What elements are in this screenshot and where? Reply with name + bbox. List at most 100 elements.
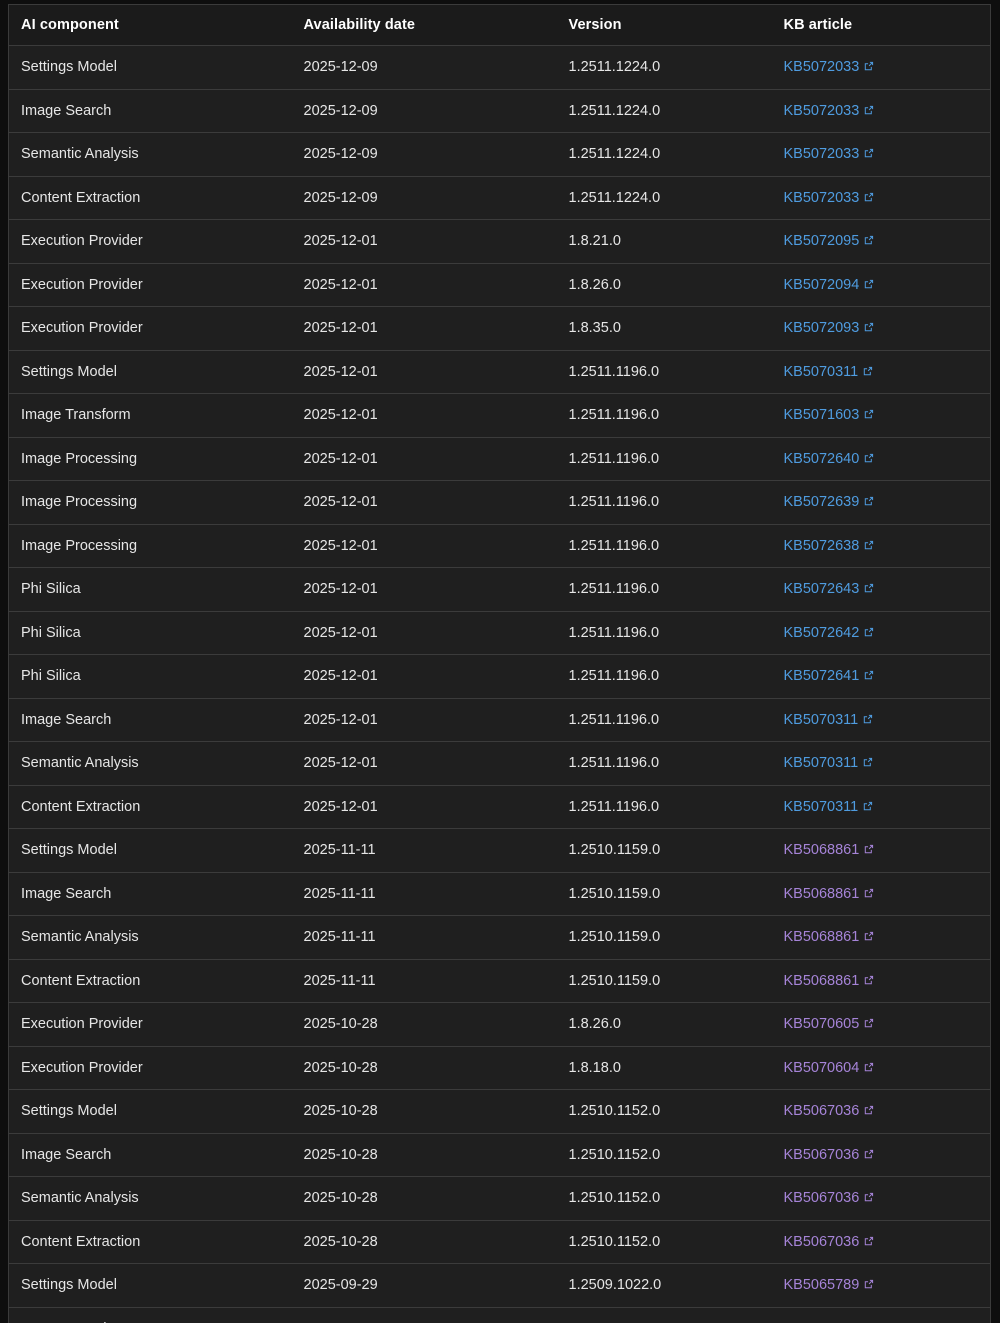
kb-article-label: KB5070605 (783, 1016, 860, 1033)
table-header-row: AI component Availability date Version K… (8, 4, 991, 46)
table-row: Execution Provider 2025-12-01 1.8.35.0 KB50… (8, 306, 991, 350)
kb-article-label: KB5072033 (783, 102, 860, 119)
cell-kb-article: KB5065789 (771, 1263, 991, 1307)
cell-availability-date: 2025-12-01 (291, 523, 557, 568)
cell-ai-component: Image Search (8, 871, 292, 916)
cell-version: 1.2510.1152.0 (556, 1219, 772, 1264)
kb-article-link[interactable]: KB5072033 (784, 190, 875, 206)
external-link-icon (864, 540, 874, 550)
external-link-icon (864, 279, 874, 289)
cell-ai-component: Settings Model (8, 828, 292, 872)
cell-ai-component: Semantic Analysis (8, 915, 292, 959)
kb-article-label: KB5068861 (783, 885, 860, 902)
kb-article-link[interactable]: KB5072095 (784, 233, 875, 249)
kb-article-label: KB5072033 (783, 189, 860, 206)
external-link-icon (864, 975, 874, 985)
cell-availability-date: 2025-12-01 (291, 480, 557, 524)
cell-version: 1.2511.1196.0 (556, 784, 772, 829)
kb-article-link[interactable]: KB5072640 (784, 451, 875, 467)
kb-article-label: KB5072643 (783, 581, 860, 598)
kb-article-label: KB5067036 (783, 1103, 860, 1120)
cell-ai-component: Phi Silica (8, 567, 292, 611)
kb-article-link[interactable]: KB5068861 (784, 973, 875, 989)
kb-article-label: KB5072642 (783, 624, 860, 641)
kb-article-link[interactable]: KB5068861 (784, 929, 875, 945)
cell-version: 1.8.26.0 (556, 262, 772, 307)
kb-article-link[interactable]: KB5068861 (784, 886, 875, 902)
cell-availability-date: 2025-12-01 (291, 262, 557, 307)
table-row: Content Extraction 2025-10-28 1.2510.1152.… (8, 1219, 991, 1264)
table-body: Settings Model 2025-12-09 1.2511.1224.0 KB5… (8, 45, 991, 1323)
table-row: Image Processing 2025-12-01 1.2511.1196.0 K… (8, 523, 991, 568)
cell-kb-article: KB5072033 (771, 88, 991, 133)
cell-version: 1.2511.1196.0 (556, 436, 772, 481)
external-link-icon (864, 322, 874, 332)
cell-version: 1.2510.1152.0 (556, 1132, 772, 1177)
cell-version: 1.2509.1022.0 (556, 1263, 772, 1307)
kb-article-label: KB5065789 (783, 1277, 860, 1294)
kb-article-link[interactable]: KB5065789 (784, 1277, 875, 1293)
cell-kb-article: KB5068861 (771, 828, 991, 872)
kb-article-link[interactable]: KB5067036 (784, 1147, 875, 1163)
kb-article-label: KB5072095 (783, 233, 860, 250)
table-row: Settings Model 2025-09-29 1.2509.1022.0 KB5… (8, 1263, 991, 1307)
kb-article-link[interactable]: KB5072094 (784, 277, 875, 293)
cell-kb-article: KB5067036 (771, 1219, 991, 1264)
external-link-icon (864, 192, 874, 202)
external-link-icon (864, 670, 874, 680)
kb-article-label: KB5072033 (783, 146, 860, 163)
cell-availability-date: 2025-10-28 (291, 1132, 557, 1177)
kb-article-link[interactable]: KB5070311 (784, 755, 874, 771)
cell-ai-component: Image Search (8, 1132, 292, 1177)
cell-kb-article: KB5072643 (771, 567, 991, 611)
kb-article-link[interactable]: KB5067036 (784, 1190, 875, 1206)
cell-ai-component: Phi Silica (8, 610, 292, 655)
kb-article-link[interactable]: KB5070311 (784, 712, 874, 728)
kb-article-label: KB5068861 (783, 972, 860, 989)
column-header-kb-article: KB article (771, 4, 991, 46)
cell-ai-component: Image Search (8, 1306, 292, 1323)
kb-article-link[interactable]: KB5072093 (784, 320, 875, 336)
kb-article-link[interactable]: KB5068861 (784, 842, 875, 858)
kb-article-link[interactable]: KB5072643 (784, 581, 875, 597)
kb-article-link[interactable]: KB5071603 (784, 407, 875, 423)
cell-kb-article: KB5067036 (771, 1176, 991, 1220)
kb-article-link[interactable]: KB5072641 (784, 668, 875, 684)
kb-article-link[interactable]: KB5065789 (784, 1321, 875, 1323)
cell-ai-component: Semantic Analysis (8, 132, 292, 176)
cell-availability-date: 2025-09-29 (291, 1306, 557, 1323)
cell-availability-date: 2025-10-28 (291, 1089, 557, 1133)
kb-article-link[interactable]: KB5072639 (784, 494, 875, 510)
kb-article-link[interactable]: KB5070311 (784, 799, 874, 815)
kb-article-link[interactable]: KB5067036 (784, 1234, 875, 1250)
external-link-icon (864, 61, 874, 71)
external-link-icon (864, 888, 874, 898)
cell-kb-article: KB5072639 (771, 480, 991, 524)
kb-article-link[interactable]: KB5070604 (784, 1060, 875, 1076)
table-row: Settings Model 2025-12-01 1.2511.1196.0 KB5… (8, 349, 991, 394)
kb-article-label: KB5072639 (783, 494, 860, 511)
cell-version: 1.2509.1022.0 (556, 1306, 772, 1323)
cell-version: 1.2510.1159.0 (556, 828, 772, 872)
kb-article-link[interactable]: KB5070605 (784, 1016, 875, 1032)
cell-kb-article: KB5072640 (771, 436, 991, 481)
cell-version: 1.2511.1196.0 (556, 393, 772, 437)
kb-article-link[interactable]: KB5070311 (784, 364, 874, 380)
cell-version: 1.2511.1196.0 (556, 480, 772, 524)
cell-version: 1.2510.1152.0 (556, 1176, 772, 1220)
table-row: Image Search 2025-12-09 1.2511.1224.0 KB507… (8, 88, 991, 133)
kb-article-link[interactable]: KB5067036 (784, 1103, 875, 1119)
external-link-icon (864, 496, 874, 506)
cell-kb-article: KB5070311 (771, 697, 991, 742)
kb-article-link[interactable]: KB5072033 (784, 103, 875, 119)
table-row: Content Extraction 2025-12-09 1.2511.1224.… (8, 175, 991, 220)
kb-article-link[interactable]: KB5072642 (784, 625, 875, 641)
kb-article-link[interactable]: KB5072033 (784, 146, 875, 162)
external-link-icon (864, 583, 874, 593)
cell-version: 1.8.18.0 (556, 1045, 772, 1090)
kb-article-link[interactable]: KB5072638 (784, 538, 875, 554)
table-row: Execution Provider 2025-12-01 1.8.26.0 KB50… (8, 262, 991, 307)
kb-article-link[interactable]: KB5072033 (784, 59, 875, 75)
